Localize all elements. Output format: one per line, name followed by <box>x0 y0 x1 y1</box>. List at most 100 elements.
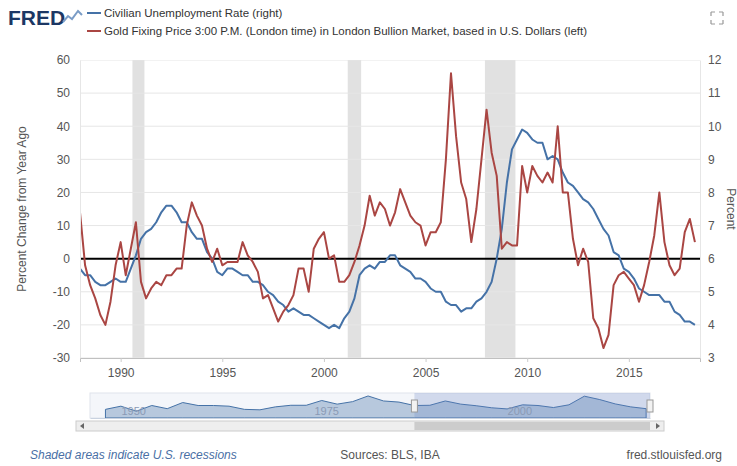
axis-title: Percent Change from Year Ago <box>15 126 29 292</box>
tick-label: 0 <box>63 252 70 266</box>
axis: 1950 1975 2000 <box>91 405 651 419</box>
tick-label: 30 <box>57 153 71 167</box>
grid-line <box>80 291 700 292</box>
tick-label: 1995 <box>209 366 236 380</box>
tick: -10 <box>53 285 80 299</box>
legend-label: Civilian Unemployment Rate (right) <box>104 7 282 19</box>
tick-label: 2000 <box>508 405 532 417</box>
tick-label: 60 <box>57 53 71 67</box>
tick: 2000 <box>311 358 338 380</box>
tick-label: 2000 <box>311 366 338 380</box>
tick: 9 <box>700 153 715 167</box>
series-line <box>80 73 695 348</box>
navigator-selection <box>414 393 650 418</box>
legend-label: Gold Fixing Price 3:00 P.M. (London time… <box>104 25 587 37</box>
axis: -30 -20 -10 0 10 20 30 40 50 60 <box>53 53 81 365</box>
axis-line <box>91 418 651 419</box>
tick: 1975 <box>315 405 339 418</box>
expand-icon <box>711 12 723 24</box>
scroll-arrow <box>80 423 84 429</box>
tick: 20 <box>57 186 80 200</box>
tick-label: 11 <box>708 86 721 100</box>
scroll-arrow <box>656 423 660 429</box>
tick: 1995 <box>209 358 236 380</box>
navigator-handle[interactable] <box>411 400 417 412</box>
tick-label: 3 <box>708 351 715 365</box>
tick: 2015 <box>616 358 643 380</box>
grid-line <box>80 192 700 193</box>
tick: 7 <box>700 219 715 233</box>
legend-swatch <box>87 12 101 14</box>
tick: 2000 <box>508 405 532 418</box>
tick: 5 <box>700 285 715 299</box>
tick-label: 5 <box>708 285 715 299</box>
tick: 10 <box>57 219 80 233</box>
tick-label: 8 <box>708 186 715 200</box>
axis-line <box>80 61 81 359</box>
tick-label: 6 <box>708 252 715 266</box>
tick-label: 20 <box>57 186 71 200</box>
axis-line <box>700 61 701 359</box>
tick-label: 7 <box>708 219 715 233</box>
axis-title: Percent <box>724 188 737 230</box>
tick: 2005 <box>413 358 440 380</box>
footer-source: Sources: BLS, IBA <box>340 448 439 462</box>
scrollbar-track <box>76 421 664 431</box>
grid-line <box>80 159 700 160</box>
scrollbar-thumb[interactable] <box>414 422 650 430</box>
grid-line <box>80 93 700 94</box>
logo-icon <box>63 11 82 22</box>
tick: 1950 <box>121 405 145 418</box>
footer-url: fred.stlouisfed.org <box>627 448 722 462</box>
tick-label: 10 <box>708 120 722 134</box>
tick-label: 9 <box>708 153 715 167</box>
tick: 8 <box>700 186 715 200</box>
tick: 10 <box>700 120 722 134</box>
tick-label: 2005 <box>413 366 440 380</box>
tick-label: 40 <box>57 120 71 134</box>
navigator-plot <box>105 393 650 418</box>
tick: 6 <box>700 252 715 266</box>
tick: 3 <box>700 351 715 365</box>
grid-line <box>80 258 700 259</box>
series-line <box>80 130 695 329</box>
axis-line <box>81 359 701 363</box>
tick-label: 2010 <box>514 366 541 380</box>
tick: 0 <box>63 252 80 266</box>
tick-mark <box>324 358 325 362</box>
tick-mark <box>222 358 223 362</box>
tick-label: -30 <box>53 351 71 365</box>
tick-label: 50 <box>57 86 71 100</box>
baseline <box>80 258 700 260</box>
tick: 50 <box>57 86 80 100</box>
axis: 1990 1995 2000 2005 2010 2015 <box>81 358 701 380</box>
recession-band <box>348 60 361 358</box>
tick-mark <box>527 358 528 362</box>
footer-note: Shaded areas indicate U.S. recessions <box>30 448 237 462</box>
tick-label: 1990 <box>108 366 135 380</box>
tick: 12 <box>700 53 722 67</box>
tick: 60 <box>57 53 80 67</box>
tick: 30 <box>57 153 80 167</box>
background <box>0 0 737 466</box>
tick: -30 <box>53 351 80 365</box>
grid-line <box>80 126 700 127</box>
tick: 4 <box>700 318 715 332</box>
recession-band <box>132 60 144 358</box>
tick: 1990 <box>108 358 135 380</box>
chart: FRED Civilian Unemployment Rate (right) Go… <box>0 0 737 466</box>
tick-label: -20 <box>53 318 71 332</box>
tick-label: 10 <box>57 219 71 233</box>
legend-swatch <box>87 30 101 32</box>
tick-mark <box>426 358 427 362</box>
tick-label: 4 <box>708 318 715 332</box>
logo: FRED <box>8 6 65 29</box>
axis: 3 4 5 6 7 8 9 10 11 12 <box>700 53 722 365</box>
navigator-handle[interactable] <box>647 400 653 412</box>
plot-area <box>80 60 700 358</box>
tick-mark <box>121 358 122 362</box>
tick: 40 <box>57 120 80 134</box>
tick-mark <box>629 358 630 362</box>
tick-label: 12 <box>708 53 722 67</box>
grid-line <box>80 358 700 359</box>
